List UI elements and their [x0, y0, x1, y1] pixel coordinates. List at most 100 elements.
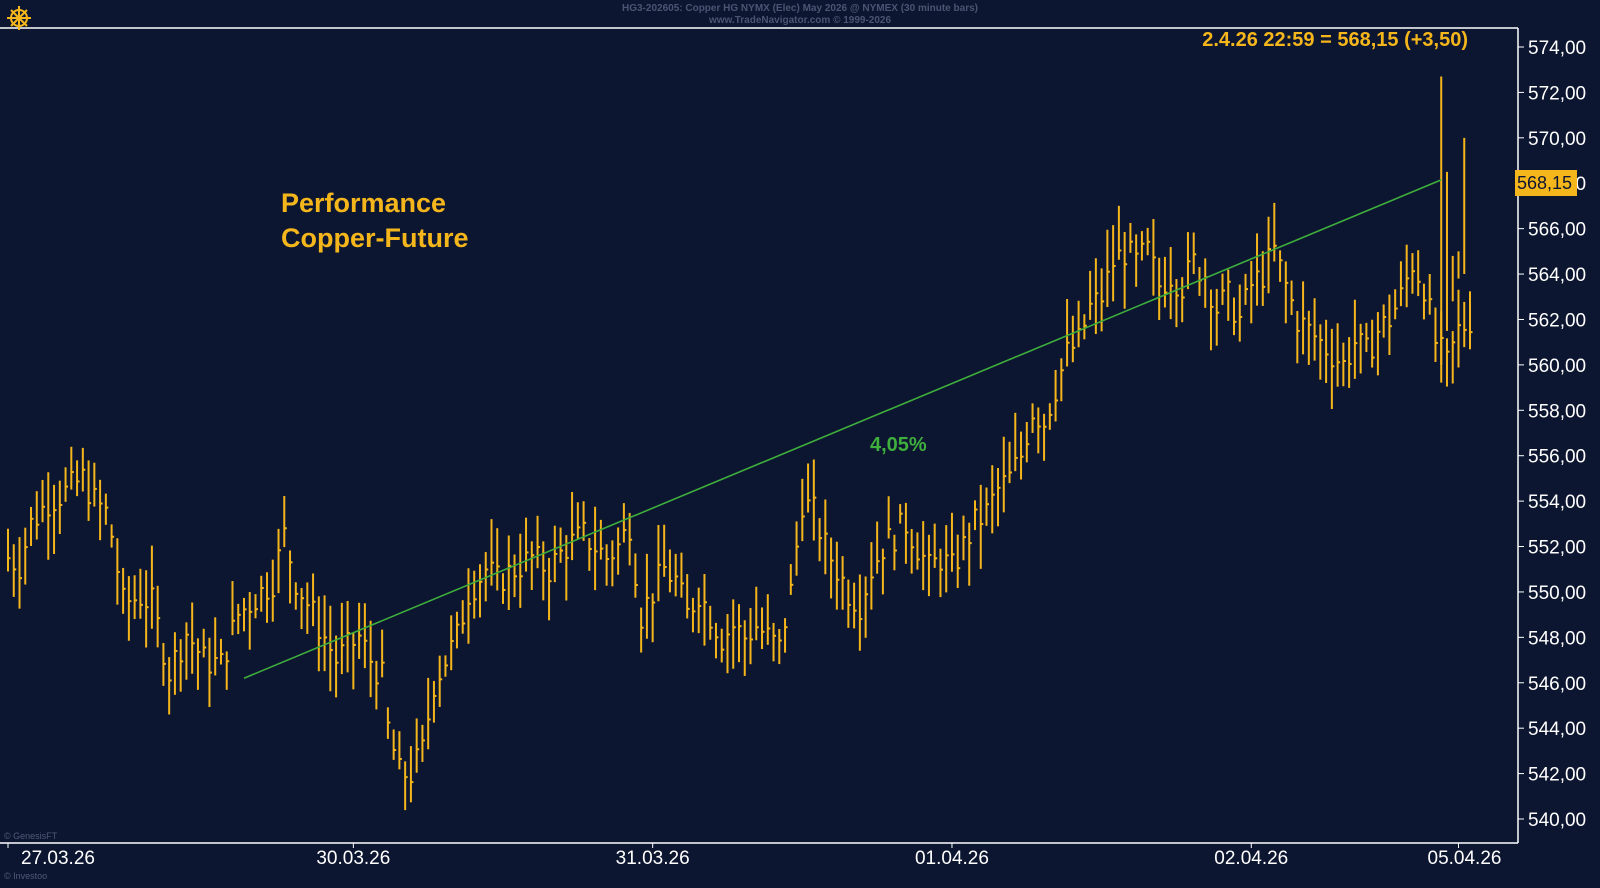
price-bar: [1451, 331, 1456, 384]
price-bar: [18, 537, 23, 609]
price-bar: [910, 528, 915, 574]
price-bar: [686, 574, 690, 619]
price-bar: [1457, 289, 1461, 368]
price-bar: [1135, 234, 1139, 287]
price-bar: [1048, 403, 1053, 430]
price-bar: [127, 576, 132, 641]
price-bar: [950, 512, 955, 572]
price-bar: [617, 527, 621, 575]
price-bar: [150, 545, 155, 629]
price-bar: [507, 535, 512, 611]
price-bar: [87, 460, 92, 521]
price-bar: [47, 472, 51, 560]
price-bar: [818, 518, 823, 562]
price-bar: [887, 496, 892, 539]
price-bar: [438, 655, 443, 707]
price-bar: [530, 541, 535, 591]
price-bar: [1238, 284, 1243, 342]
price-bar: [369, 620, 374, 698]
price-bar: [1267, 216, 1272, 294]
price-bar: [24, 527, 28, 585]
price-bar: [795, 521, 800, 576]
price-bar: [1284, 261, 1289, 324]
price-bar: [571, 492, 575, 561]
price-bar: [1008, 441, 1013, 484]
price-bar: [657, 524, 661, 602]
price-bar: [1256, 233, 1260, 306]
y-tick-label: 560,00: [1528, 356, 1586, 377]
price-bar: [1405, 244, 1410, 308]
price-bar: [53, 484, 57, 554]
price-bar: [858, 574, 863, 651]
price-bar: [1422, 283, 1427, 320]
price-bar: [1083, 314, 1087, 340]
price-bar: [432, 680, 437, 723]
price-bar: [749, 608, 754, 665]
price-bar: [179, 639, 184, 692]
price-bar: [1031, 403, 1036, 433]
price-bar: [582, 501, 587, 541]
price-bar: [1445, 338, 1450, 387]
price-bar: [1025, 421, 1030, 463]
price-bar: [605, 544, 610, 586]
bars-layer: [7, 76, 1473, 811]
y-tick-label: 552,00: [1528, 538, 1586, 559]
price-bar: [709, 605, 713, 640]
price-bar: [634, 553, 638, 598]
price-bar: [277, 528, 282, 594]
price-bar: [576, 502, 581, 540]
chart-title-line-1: Performance: [281, 188, 447, 218]
price-bar: [1319, 324, 1323, 380]
price-bar: [30, 506, 34, 547]
price-bar: [1175, 279, 1179, 328]
price-bar: [1140, 231, 1145, 261]
price-bar: [916, 532, 920, 570]
price-bar: [663, 524, 667, 577]
price-bar: [766, 594, 771, 645]
price-bar: [651, 593, 656, 643]
price-bar: [306, 582, 310, 634]
y-tick-label: 564,00: [1528, 265, 1586, 286]
price-bar: [162, 642, 166, 686]
chart-header-line-1: HG3-202605: Copper HG NYMX (Elec) May 20…: [622, 3, 978, 14]
chart-header-line-2: www.TradeNavigator.com © 1999-2026: [708, 15, 892, 26]
price-bar: [985, 487, 990, 526]
price-bar: [1215, 288, 1220, 346]
price-bar: [881, 548, 886, 595]
price-bar: [1428, 274, 1433, 315]
price-bar: [1399, 261, 1404, 307]
price-bar: [76, 460, 80, 497]
price-bar: [415, 718, 420, 773]
price-bar: [381, 629, 385, 678]
price-bar: [317, 596, 322, 672]
x-tick-label: 30.03.26: [316, 848, 390, 869]
price-bar: [484, 552, 489, 602]
price-bar: [979, 484, 984, 569]
price-bar: [1325, 319, 1329, 384]
price-bar: [778, 629, 782, 665]
y-tick-label: 574,00: [1528, 38, 1586, 59]
price-bar: [1117, 205, 1122, 260]
price-bar: [1417, 250, 1421, 297]
price-bar: [973, 500, 978, 531]
price-bar: [1290, 280, 1295, 315]
price-bar: [628, 512, 633, 566]
x-tick-label: 05.04.26: [1428, 848, 1502, 869]
price-bar: [789, 564, 794, 595]
price-bar: [1089, 270, 1093, 320]
price-bar: [599, 519, 604, 560]
price-bar: [225, 651, 230, 690]
y-tick-label: 546,00: [1528, 674, 1586, 695]
price-bar: [1307, 310, 1312, 365]
price-bar: [720, 628, 725, 663]
price-bar: [870, 542, 874, 610]
price-bar: [761, 607, 765, 650]
price-bar: [70, 446, 74, 490]
price-bar: [1043, 413, 1047, 461]
price-bar: [622, 503, 627, 543]
price-bar: [939, 548, 943, 598]
price-bar: [323, 595, 328, 672]
price-bar: [830, 537, 834, 599]
price-bar: [41, 479, 46, 523]
